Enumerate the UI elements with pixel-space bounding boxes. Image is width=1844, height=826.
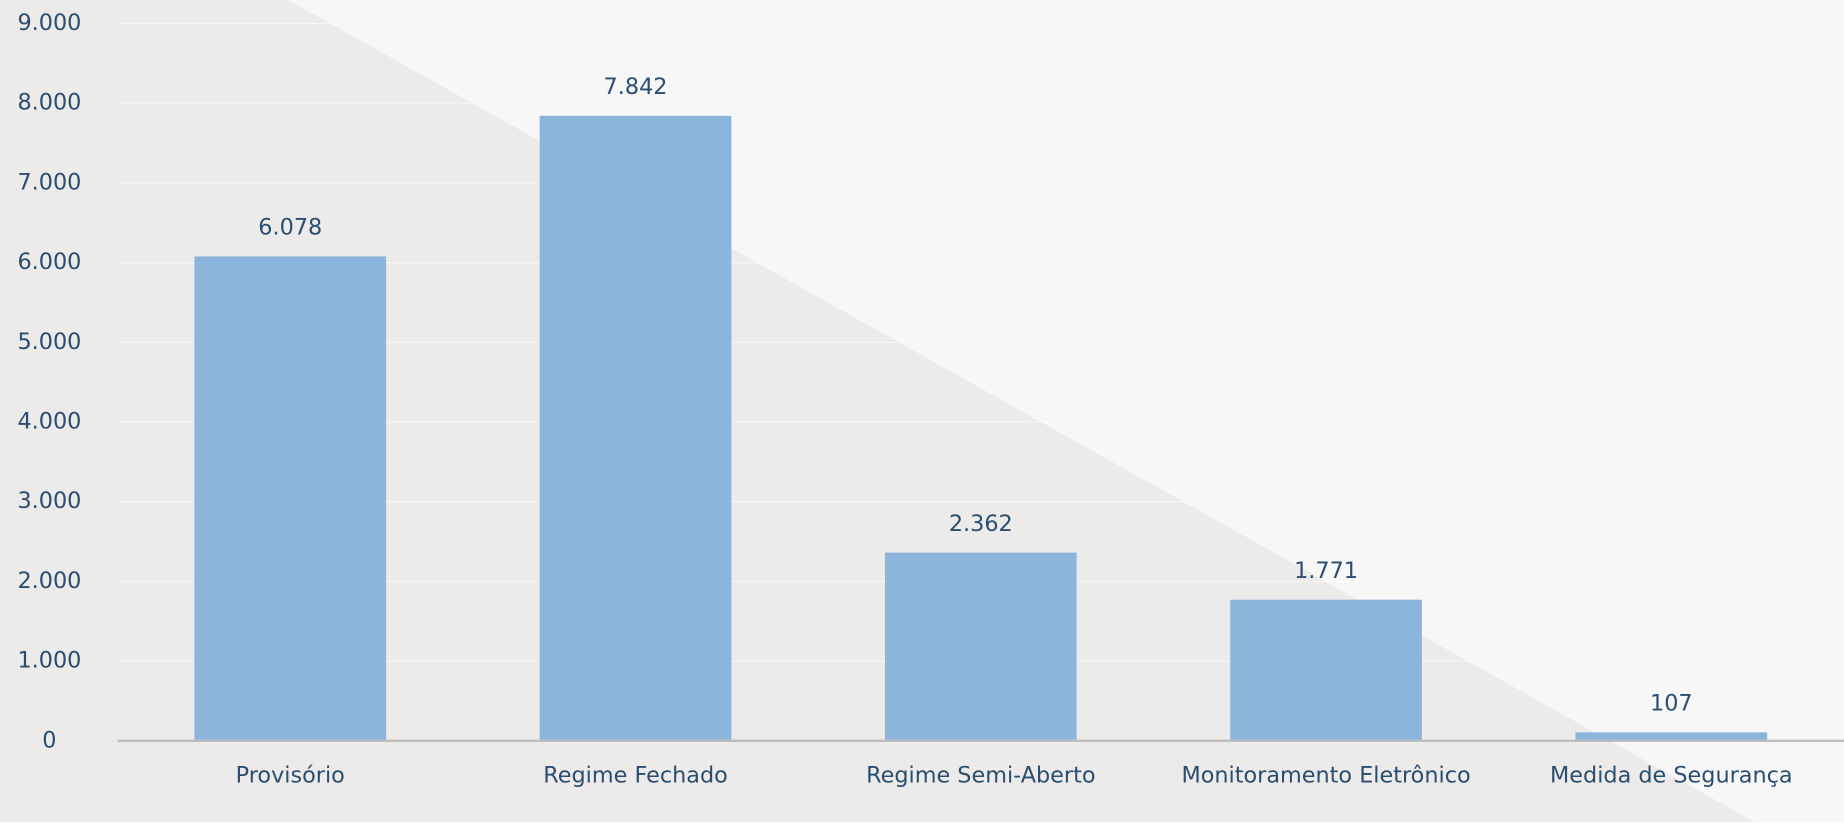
x-tick-label: Regime Fechado [543,763,728,789]
y-tick-label: 8.000 [17,90,81,116]
data-label: 7.842 [604,74,668,100]
y-tick-label: 6.000 [17,249,81,275]
x-tick-label: Medida de Segurança [1550,763,1793,789]
bar [539,115,732,741]
bar [884,552,1077,741]
y-tick-label: 9.000 [17,10,81,36]
y-tick-label: 3.000 [17,488,81,514]
y-tick-label: 5.000 [17,329,81,355]
x-tick-label: Monitoramento Eletrônico [1181,763,1470,789]
data-label: 2.362 [949,511,1013,537]
y-tick-label: 0 [42,727,56,753]
y-tick-label: 2.000 [17,568,81,594]
y-tick-label: 7.000 [17,169,81,195]
x-tick-label: Regime Semi-Aberto [866,763,1095,789]
data-label: 107 [1650,691,1693,717]
bar [1575,732,1768,741]
data-label: 1.771 [1294,558,1358,584]
data-label: 6.078 [258,215,322,241]
bar [1230,599,1422,741]
y-tick-label: 4.000 [17,409,81,435]
y-tick-label: 1.000 [17,648,81,674]
x-tick-label: Provisório [236,763,345,789]
bar [194,256,387,741]
